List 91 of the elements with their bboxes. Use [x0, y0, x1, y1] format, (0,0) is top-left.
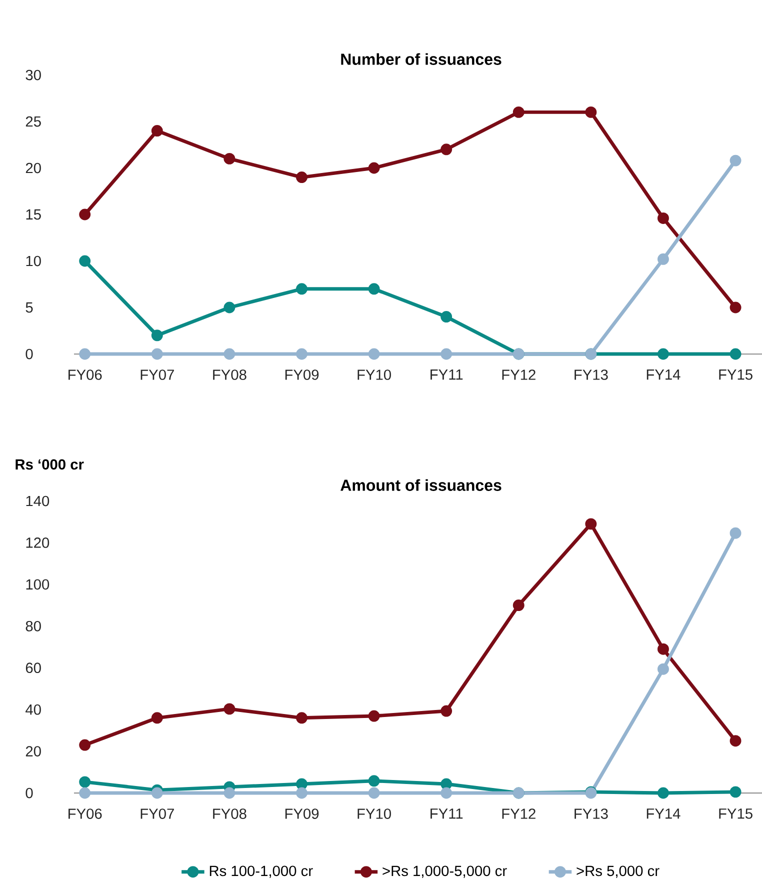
y-tick-label: 10 — [26, 256, 41, 266]
x-tick-label: FY15 — [719, 370, 752, 380]
y-tick-label: 80 — [26, 620, 41, 632]
point — [368, 710, 380, 722]
point — [151, 330, 163, 342]
point — [585, 106, 597, 118]
point — [730, 302, 742, 314]
x-tick-label: FY09 — [285, 370, 319, 380]
point — [730, 786, 742, 798]
x-tick-label: FY07 — [140, 370, 174, 380]
y-tick-label: 15 — [26, 209, 41, 220]
point — [440, 778, 452, 790]
point — [657, 787, 669, 799]
point — [151, 787, 163, 799]
x-tick-label: FY12 — [502, 370, 536, 380]
legend-label: Rs 100-1,000 cr — [210, 866, 313, 878]
point — [151, 348, 163, 360]
y-tick-label: 20 — [26, 162, 41, 174]
x-tick-label: FY09 — [285, 808, 319, 819]
point — [368, 283, 380, 295]
point — [440, 144, 452, 156]
y-tick-label: 60 — [26, 662, 41, 674]
point — [151, 125, 163, 137]
point — [79, 787, 91, 799]
point — [512, 600, 524, 612]
x-tick-label: FY13 — [574, 370, 608, 380]
legend-label: >Rs 1,000-5,000 cr — [382, 866, 507, 878]
point — [296, 778, 308, 790]
point — [368, 348, 380, 360]
point — [296, 712, 308, 724]
point — [224, 152, 236, 164]
x-tick-label: FY08 — [213, 370, 246, 380]
point — [224, 703, 236, 715]
point — [79, 208, 91, 220]
point — [151, 712, 163, 724]
chart-title: Amount of issuances — [340, 479, 502, 491]
point — [730, 348, 742, 360]
y-tick-label: 0 — [26, 788, 33, 798]
y-tick-label: 120 — [26, 538, 50, 548]
point — [657, 348, 669, 360]
point — [730, 735, 742, 747]
point — [79, 348, 91, 360]
point — [440, 705, 452, 717]
point — [730, 527, 742, 539]
y-tick-label: 5 — [26, 302, 33, 313]
point — [296, 283, 308, 295]
point — [657, 212, 669, 224]
x-tick-label: FY14 — [646, 370, 680, 380]
y-tick-label: 0 — [26, 348, 33, 360]
y-tick-label: 140 — [26, 496, 50, 506]
point — [296, 787, 308, 799]
y-tick-label: 20 — [26, 746, 41, 756]
point — [512, 106, 524, 118]
y-tick-label: 40 — [26, 704, 41, 715]
point — [730, 154, 742, 166]
x-tick-label: FY13 — [574, 808, 608, 819]
x-tick-label: FY07 — [140, 808, 174, 819]
point — [440, 787, 452, 799]
point — [224, 348, 236, 360]
x-tick-label: FY14 — [646, 808, 680, 819]
x-tick-label: FY06 — [68, 370, 102, 380]
x-tick-label: FY08 — [213, 808, 246, 819]
chart-title: Number of issuances — [341, 53, 502, 65]
point — [657, 643, 669, 655]
point — [368, 775, 380, 787]
x-tick-label: FY06 — [68, 808, 102, 819]
x-tick-label: FY15 — [719, 808, 752, 819]
point — [224, 787, 236, 799]
x-tick-label: FY12 — [502, 808, 536, 819]
point — [79, 255, 91, 267]
x-tick-label: FY10 — [358, 370, 391, 380]
point — [657, 663, 669, 675]
point — [585, 518, 597, 530]
y-tick-label: 100 — [26, 579, 50, 590]
x-tick-label: FY10 — [358, 808, 391, 819]
point — [440, 311, 452, 323]
point — [79, 739, 91, 751]
point — [224, 302, 236, 314]
x-tick-label: FY11 — [430, 808, 463, 819]
point — [296, 172, 308, 184]
point — [296, 348, 308, 360]
point — [657, 253, 669, 265]
y-axis-title: Rs ‘000 cr — [16, 459, 84, 470]
point — [368, 162, 380, 174]
y-tick-label: 25 — [26, 116, 41, 127]
x-tick-label: FY11 — [430, 370, 463, 380]
y-tick-label: 30 — [26, 70, 41, 80]
point — [440, 348, 452, 360]
point — [368, 787, 380, 799]
point — [79, 776, 91, 788]
legend-label: >Rs 5,000 cr — [576, 866, 660, 878]
